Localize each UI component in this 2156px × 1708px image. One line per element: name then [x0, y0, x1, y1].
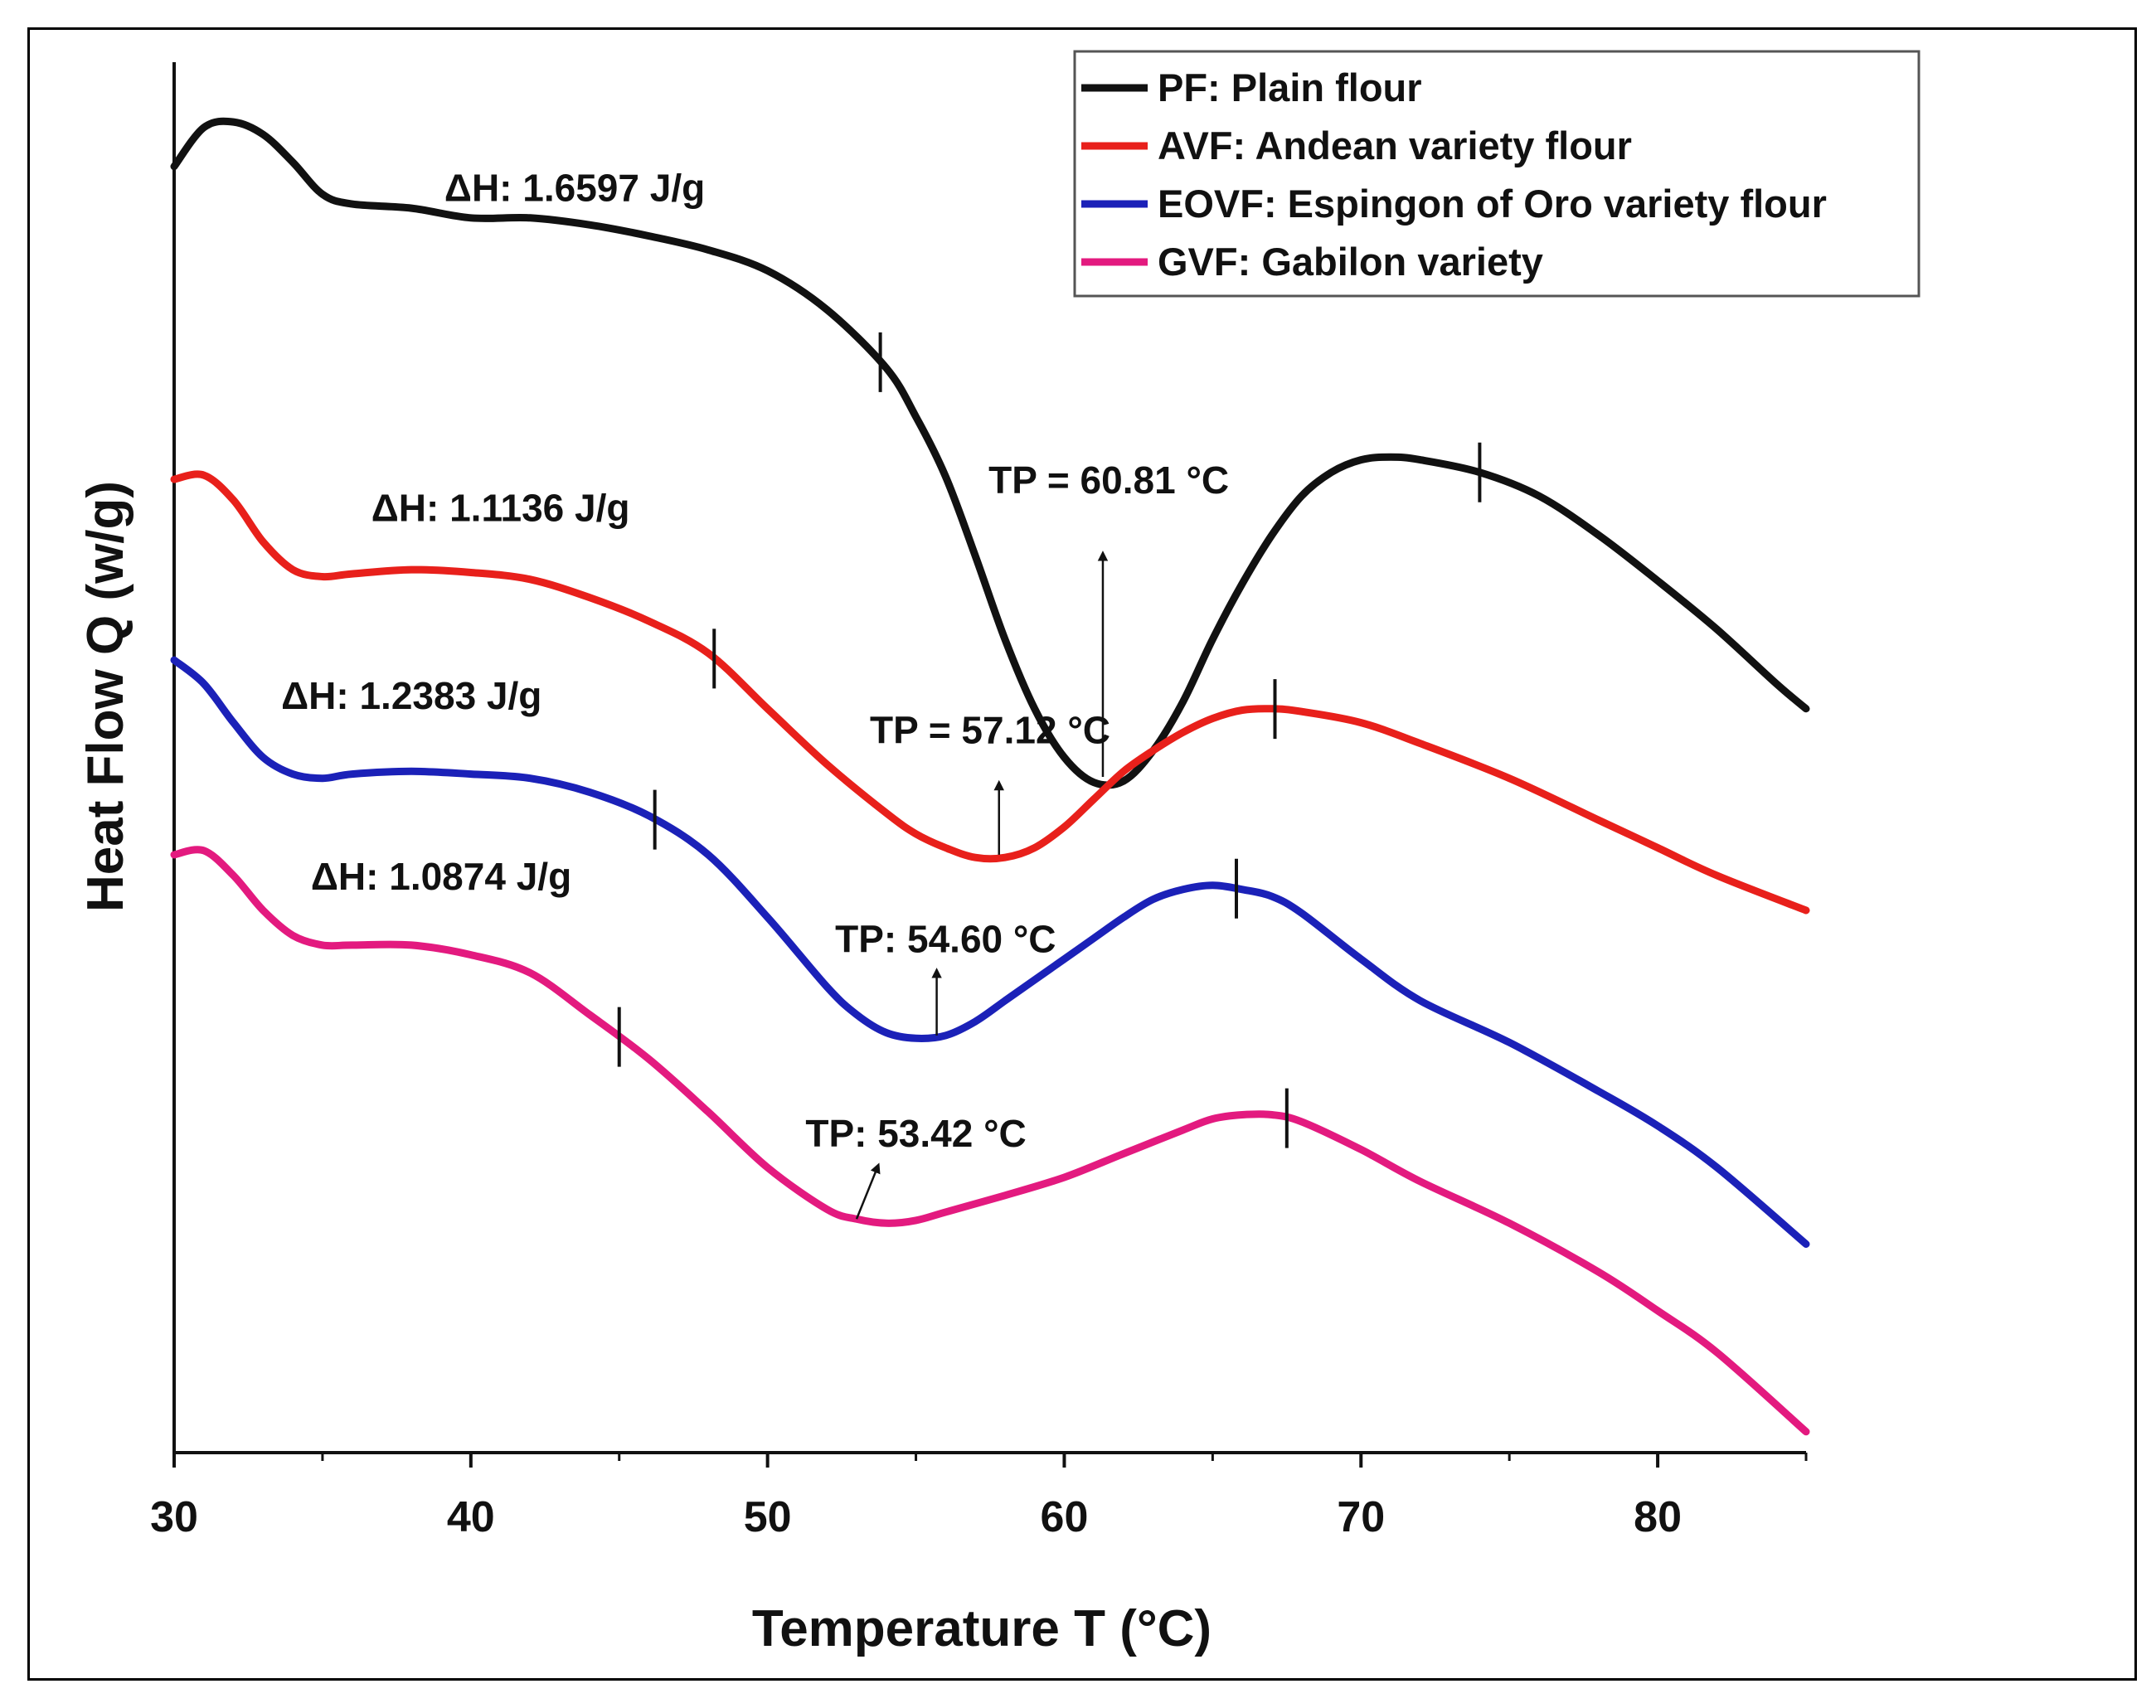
- legend-label: EOVF: Espingon of Oro variety flour: [1158, 182, 1827, 226]
- transition-markers: [617, 332, 1482, 1148]
- legend: PF: Plain flour AVF: Andean variety flour…: [1073, 50, 1920, 298]
- annotations: ΔH: 1.6597 J/g ΔH: 1.1136 J/g ΔH: 1.2383 J…: [281, 167, 1229, 1220]
- annotation-arrow: [855, 1162, 881, 1220]
- annotation-label: TP: 53.42 °C: [805, 1112, 1026, 1155]
- axes: 30 40 50 60 70 80 Temperature T (°C) Heat Flow …: [77, 62, 1808, 1657]
- annotation-label: TP: 54.60 °C: [835, 917, 1056, 960]
- annotation-label: TP = 60.81 °C: [988, 459, 1229, 502]
- series-layer: [170, 117, 1810, 1436]
- figure-frame: [27, 27, 2137, 1681]
- series-line-3: [170, 846, 1810, 1436]
- legend-label: PF: Plain flour: [1158, 66, 1422, 109]
- x-axis-title: Temperature T (°C): [752, 1600, 1212, 1657]
- x-tick-label: 50: [744, 1493, 792, 1541]
- x-tick-label: 80: [1634, 1493, 1682, 1541]
- series-line-2: [170, 656, 1810, 1248]
- x-tick-label: 40: [447, 1493, 495, 1541]
- annotation-label: ΔH: 1.2383 J/g: [281, 674, 541, 717]
- x-tick-label: 30: [150, 1493, 198, 1541]
- legend-label: AVF: Andean variety flour: [1158, 124, 1632, 167]
- annotation-label: TP = 57.12 °C: [870, 709, 1110, 752]
- x-tick-label: 70: [1337, 1493, 1385, 1541]
- series-line-1: [170, 470, 1810, 915]
- legend-label: GVF: Gabilon variety: [1158, 240, 1543, 284]
- x-tick-label: 60: [1041, 1493, 1089, 1541]
- annotation-label: ΔH: 1.1136 J/g: [371, 486, 630, 529]
- legend-box: [1073, 50, 1920, 298]
- annotation-label: ΔH: 1.6597 J/g: [444, 167, 705, 210]
- series-line-0: [170, 117, 1810, 789]
- annotation-label: ΔH: 1.0874 J/g: [311, 855, 571, 898]
- y-axis-title: Heat Flow Q (w/g): [77, 481, 134, 912]
